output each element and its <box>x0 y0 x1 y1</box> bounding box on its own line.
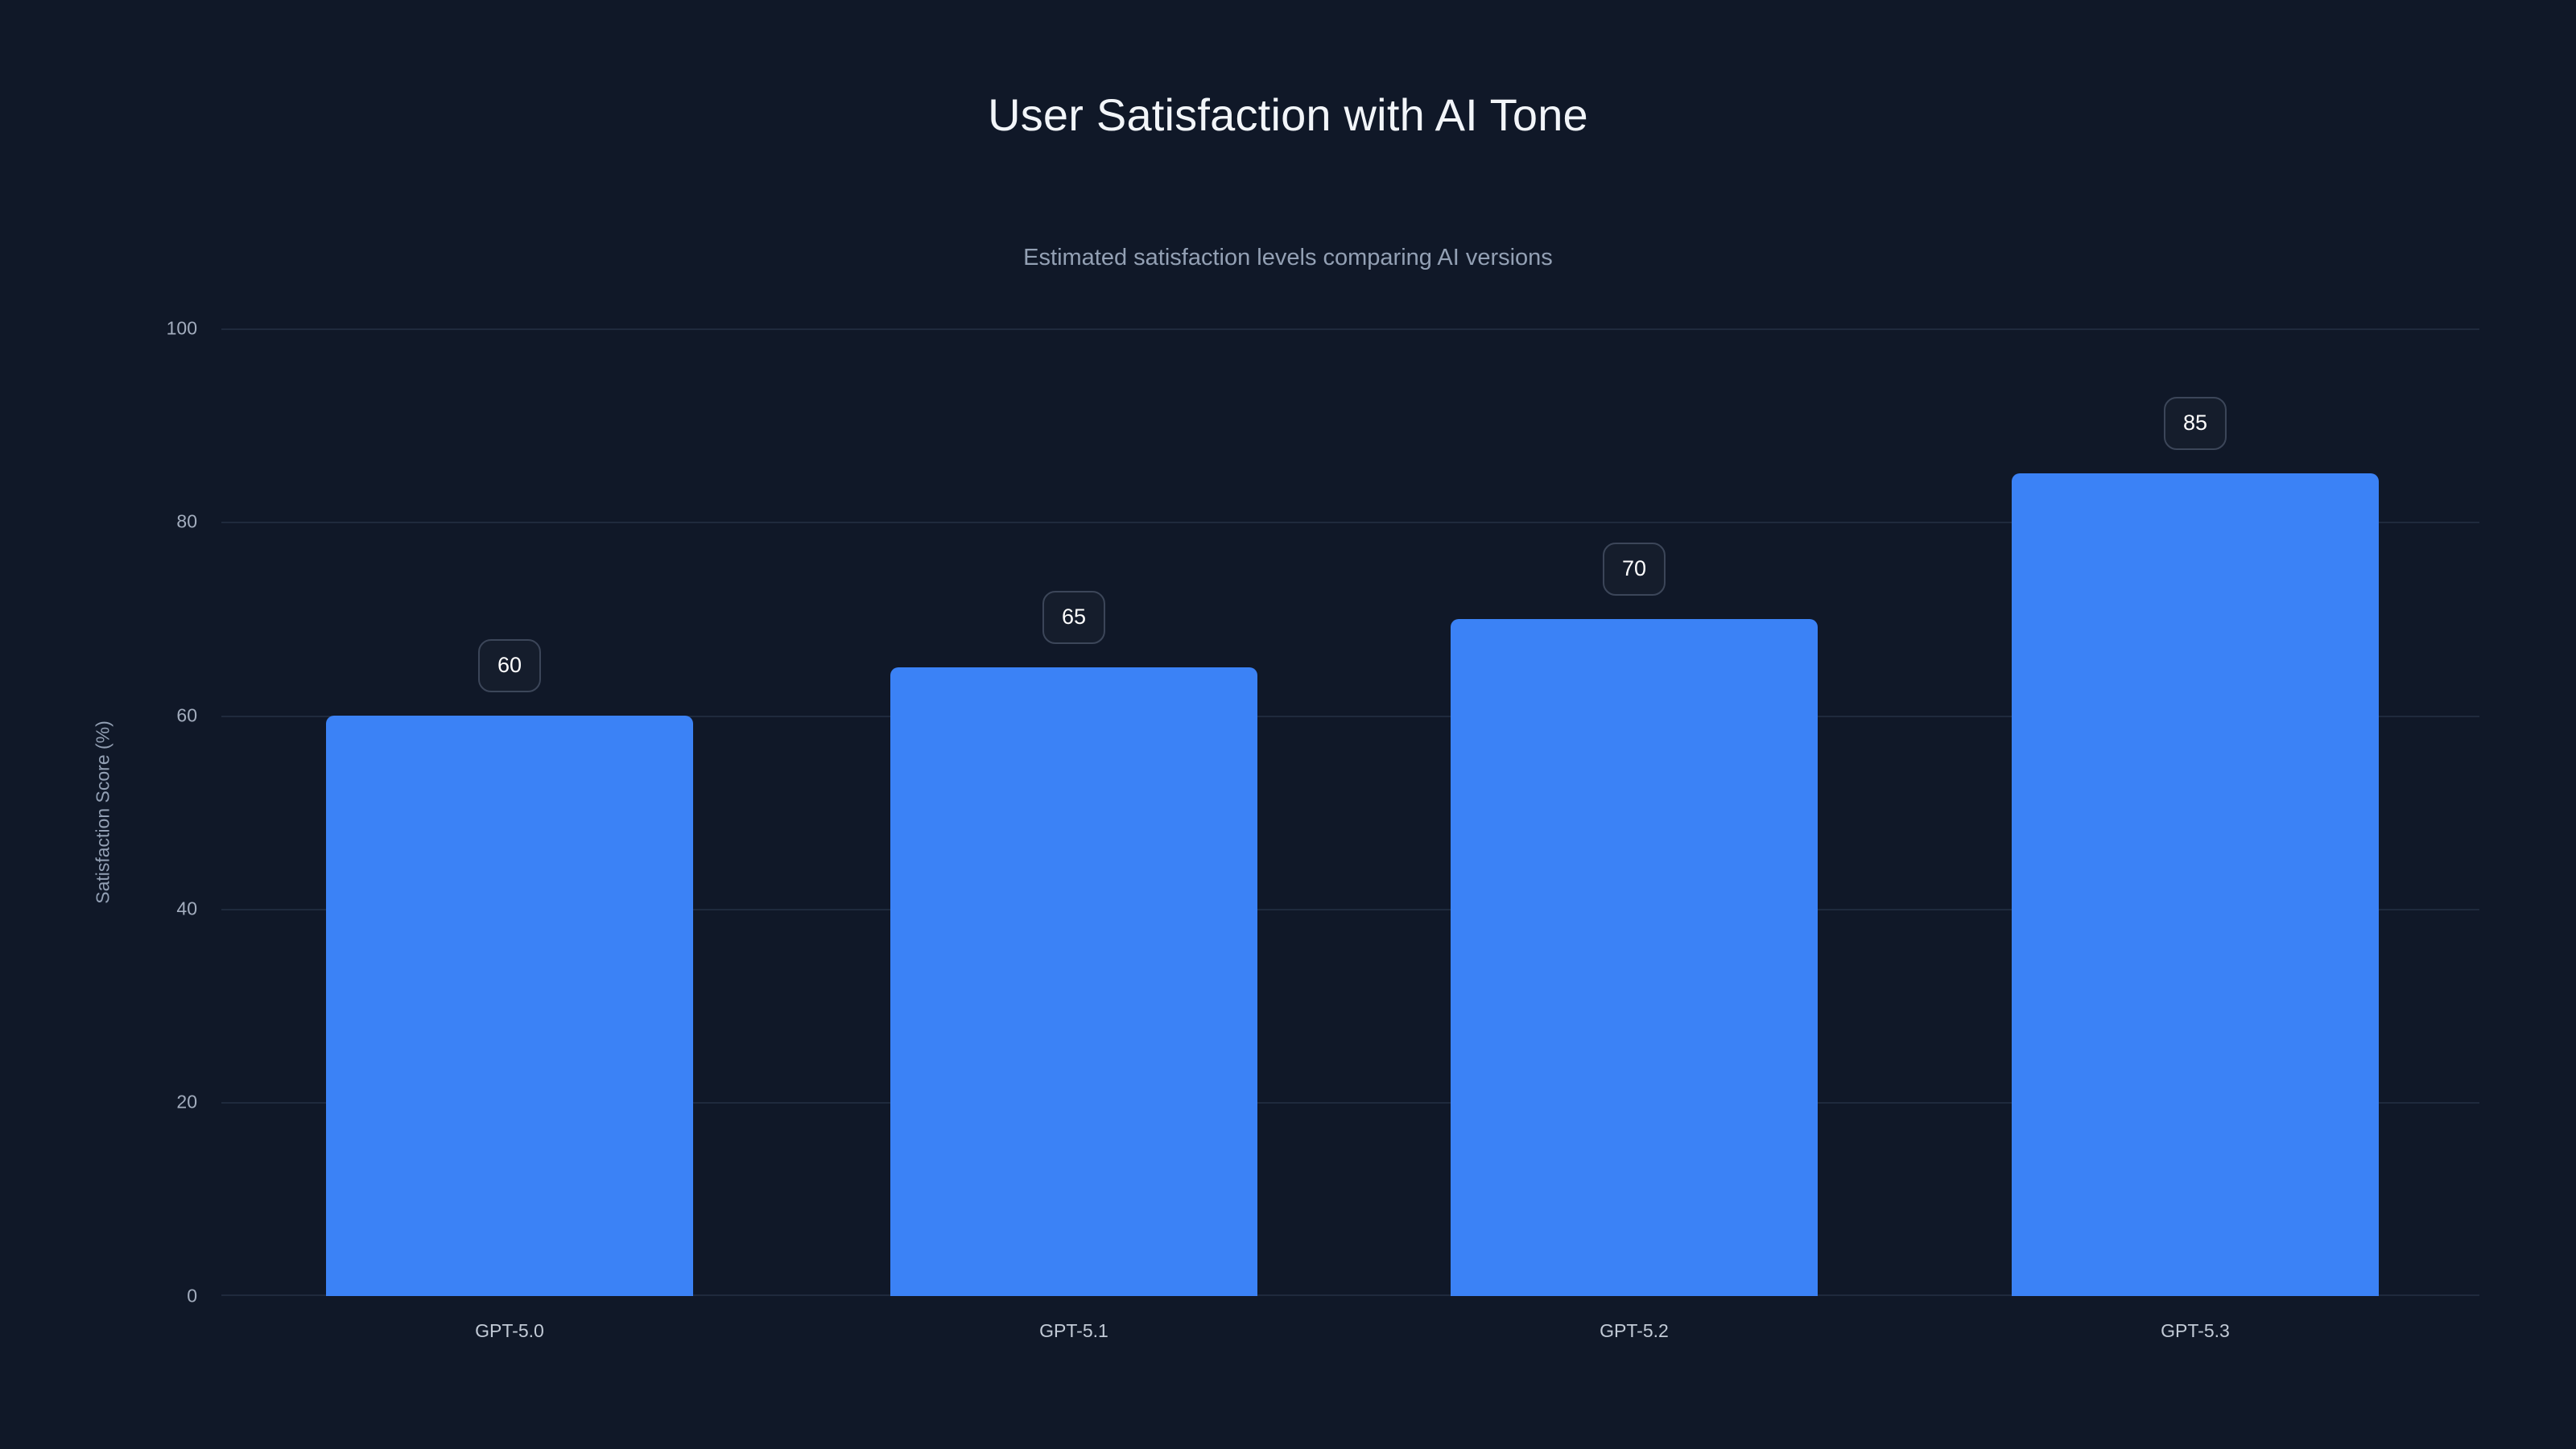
bar-value-label: 60 <box>477 639 542 692</box>
bar-value-label: 65 <box>1042 591 1106 644</box>
y-tick-label: 60 <box>176 704 197 726</box>
x-tick-label: GPT-5.1 <box>1039 1320 1108 1341</box>
gridline <box>221 716 2479 717</box>
x-tick-label: GPT-5.3 <box>2161 1320 2230 1341</box>
bar-value-label: 70 <box>1602 543 1666 596</box>
bar[interactable] <box>1451 619 1818 1296</box>
chart-subtitle: Estimated satisfaction levels comparing … <box>1023 245 1553 270</box>
y-axis-title: Satisfaction Score (%) <box>92 720 114 904</box>
plot-area: 60 GPT-5.0 65 GPT-5.1 70 GPT-5.2 85 GPT-… <box>221 328 2479 1341</box>
bar[interactable] <box>890 667 1257 1296</box>
gridline <box>221 328 2479 330</box>
bar-group: 70 GPT-5.2 <box>1451 328 1818 1341</box>
gridline <box>221 909 2479 910</box>
y-tick-label: 100 <box>166 317 197 339</box>
chart-title: User Satisfaction with AI Tone <box>988 89 1588 140</box>
y-tick-label: 20 <box>176 1091 197 1113</box>
bar-group: 85 GPT-5.3 <box>2012 328 2379 1341</box>
gridline <box>221 1294 2479 1296</box>
y-tick-label: 80 <box>176 510 197 532</box>
bar-group: 60 GPT-5.0 <box>326 328 693 1341</box>
bar[interactable] <box>326 716 693 1296</box>
bar[interactable] <box>2012 473 2379 1296</box>
gridline <box>221 1102 2479 1104</box>
gridline <box>221 522 2479 523</box>
bar-value-label: 85 <box>2163 397 2227 450</box>
x-tick-label: GPT-5.2 <box>1600 1320 1669 1341</box>
y-tick-label: 40 <box>176 898 197 919</box>
x-tick-label: GPT-5.0 <box>475 1320 544 1341</box>
y-tick-label: 0 <box>187 1285 197 1307</box>
bar-group: 65 GPT-5.1 <box>890 328 1257 1341</box>
